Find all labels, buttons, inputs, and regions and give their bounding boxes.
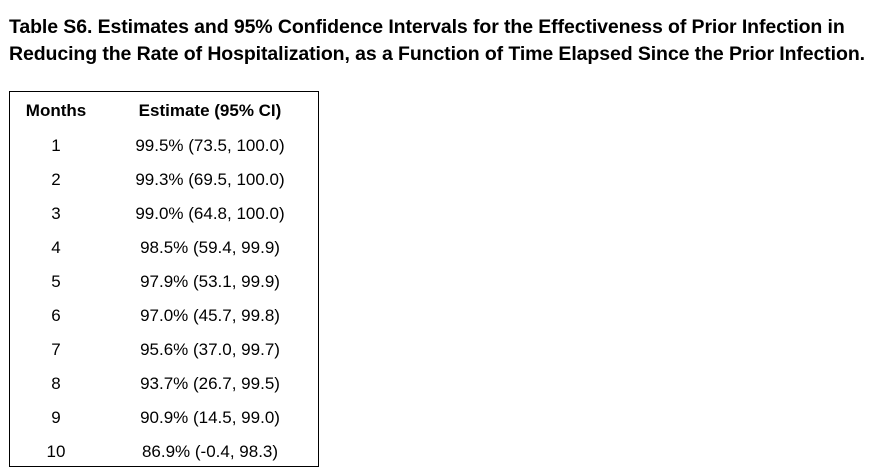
estimate-cell: 90.9% (14.5, 99.0) xyxy=(140,408,280,427)
months-cell: 1 xyxy=(51,136,61,155)
estimate-cell: 86.9% (-0.4, 98.3) xyxy=(141,442,279,461)
table-title: Table S6. Estimates and 95% Confidence I… xyxy=(9,14,887,68)
months-cell: 9 xyxy=(51,408,61,427)
months-cell: 8 xyxy=(51,374,61,393)
table-row: 1 99.5% (73.5, 100.0) xyxy=(10,129,318,163)
table-row: 3 99.0% (64.8, 100.0) xyxy=(10,197,318,231)
table-title-line-2: Reducing the Rate of Hospitalization, as… xyxy=(9,43,865,65)
estimate-cell: 97.0% (45.7, 99.8) xyxy=(140,306,280,325)
months-cell: 3 xyxy=(51,204,61,223)
months-cell: 10 xyxy=(46,442,66,461)
estimate-cell: 99.5% (73.5, 100.0) xyxy=(135,136,285,155)
estimate-cell: 98.5% (59.4, 99.9) xyxy=(140,238,280,257)
table-row: 6 97.0% (45.7, 99.8) xyxy=(10,299,318,333)
estimate-cell: 99.0% (64.8, 100.0) xyxy=(135,204,285,223)
table-row: 2 99.3% (69.5, 100.0) xyxy=(10,163,318,197)
table-row: 4 98.5% (59.4, 99.9) xyxy=(10,231,318,265)
table-title-line-1: Table S6. Estimates and 95% Confidence I… xyxy=(9,16,845,38)
table-row: 5 97.9% (53.1, 99.9) xyxy=(10,265,318,299)
table-row: 8 93.7% (26.7, 99.5) xyxy=(10,367,318,401)
estimates-table-container: Months Estimate (95% CI) 1 99.5% (73.5, … xyxy=(9,91,319,467)
months-cell: 6 xyxy=(51,306,61,325)
table-header-row: Months Estimate (95% CI) xyxy=(10,92,318,129)
table-row: 10 86.9% (-0.4, 98.3) xyxy=(10,435,318,469)
column-header-estimate: Estimate (95% CI) xyxy=(138,100,282,120)
months-cell: 7 xyxy=(51,340,61,359)
months-cell: 2 xyxy=(51,170,61,189)
estimate-cell: 99.3% (69.5, 100.0) xyxy=(135,170,285,189)
table-row: 7 95.6% (37.0, 99.7) xyxy=(10,333,318,367)
column-header-months: Months xyxy=(25,100,87,120)
estimate-cell: 93.7% (26.7, 99.5) xyxy=(140,374,280,393)
table-row: 9 90.9% (14.5, 99.0) xyxy=(10,401,318,435)
months-cell: 4 xyxy=(51,238,61,257)
months-cell: 5 xyxy=(51,272,61,291)
estimate-cell: 95.6% (37.0, 99.7) xyxy=(140,340,280,359)
estimate-cell: 97.9% (53.1, 99.9) xyxy=(140,272,280,291)
estimates-table: Months Estimate (95% CI) 1 99.5% (73.5, … xyxy=(10,92,318,469)
